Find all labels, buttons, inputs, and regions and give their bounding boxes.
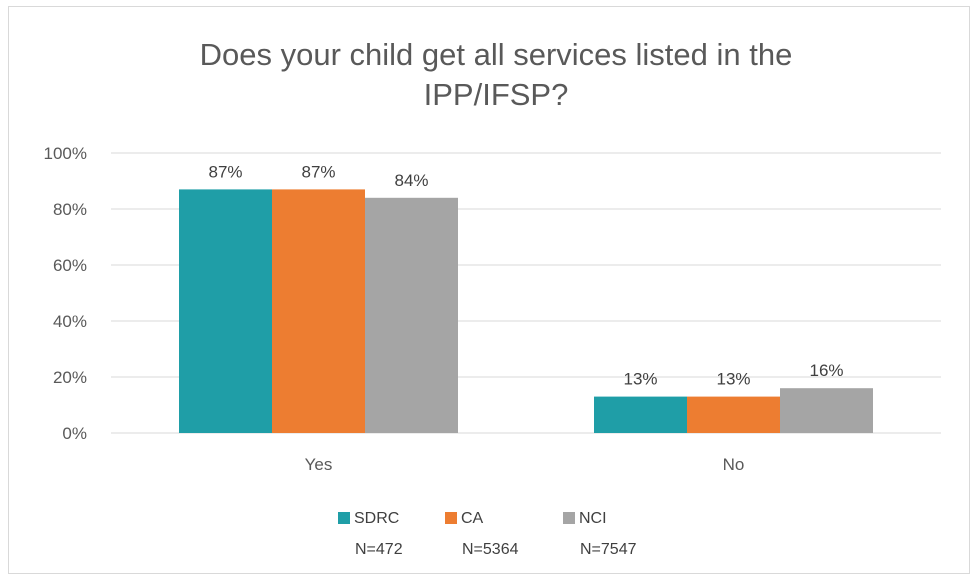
y-tick-label: 0%	[62, 424, 87, 443]
x-category-label: No	[723, 455, 745, 474]
bar-chart: Does your child get all services listed …	[44, 37, 941, 558]
legend-n-label: N=5364	[462, 541, 519, 558]
legend-n-label: N=7547	[580, 541, 637, 558]
bar-ca-yes	[272, 189, 365, 433]
data-labels: 87% 87% 84% 13% 13% 16%	[208, 162, 843, 388]
legend-label: NCI	[579, 510, 607, 527]
y-axis-ticks: 0% 20% 40% 60% 80% 100%	[44, 144, 87, 443]
data-label: 87%	[301, 162, 335, 181]
bar-nci-no	[780, 388, 873, 433]
legend-n-label: N=472	[355, 541, 403, 558]
legend: SDRC N=472 CA N=5364 NCI N=7547	[338, 510, 637, 558]
bar-sdrc-yes	[179, 189, 272, 433]
y-tick-label: 40%	[53, 312, 87, 331]
x-axis-categories: Yes No	[305, 455, 745, 474]
bar-nci-yes	[365, 197, 458, 433]
legend-label: SDRC	[354, 510, 399, 527]
y-tick-label: 20%	[53, 368, 87, 387]
bar-ca-no	[687, 396, 780, 433]
data-label: 13%	[716, 370, 750, 389]
x-category-label: Yes	[305, 455, 333, 474]
data-label: 87%	[208, 162, 242, 181]
y-tick-label: 100%	[44, 144, 87, 163]
data-label: 84%	[394, 171, 428, 190]
legend-swatch-nci	[563, 512, 575, 524]
bars	[179, 189, 873, 433]
y-tick-label: 60%	[53, 256, 87, 275]
bar-sdrc-no	[594, 396, 687, 433]
chart-frame: Does your child get all services listed …	[8, 6, 970, 574]
legend-label: CA	[461, 510, 484, 527]
legend-swatch-ca	[445, 512, 457, 524]
data-label: 13%	[623, 370, 657, 389]
y-tick-label: 80%	[53, 200, 87, 219]
chart-title-line-2: IPP/IFSP?	[424, 77, 569, 112]
chart-title-line-1: Does your child get all services listed …	[200, 37, 793, 72]
legend-swatch-sdrc	[338, 512, 350, 524]
data-label: 16%	[809, 361, 843, 380]
